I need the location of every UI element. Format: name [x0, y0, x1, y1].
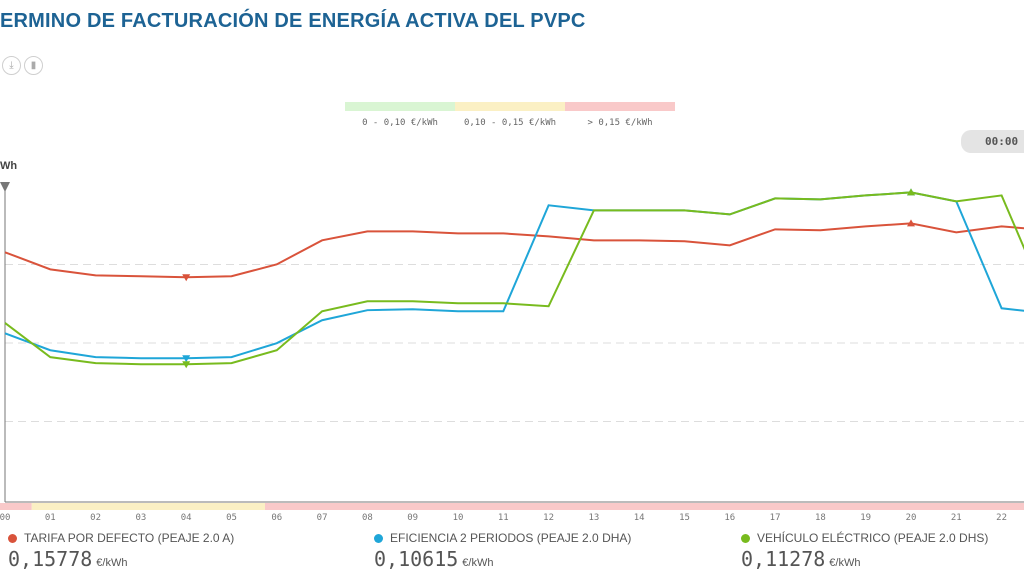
x-tick-label: 00 [0, 513, 10, 523]
legend-value: 0,10615 [374, 547, 459, 571]
series-line [4, 222, 1024, 279]
legend-item-tarifa: TARIFA POR DEFECTO (PEAJE 2.0 A) 0,15778… [8, 531, 234, 571]
x-tick-label: 22 [996, 513, 1007, 523]
price-scale-label: 0 - 0,10 €/kWh [362, 118, 438, 128]
series-dot [741, 533, 750, 543]
x-tick-label: 05 [226, 513, 237, 523]
price-scale-bar [345, 102, 455, 111]
min-marker-icon [182, 355, 191, 363]
legend-item-vehiculo: VEHÍCULO ELÉCTRICO (PEAJE 2.0 DHS) 0,112… [741, 531, 988, 571]
x-tick-label: 13 [588, 513, 599, 523]
x-tick-label: 03 [135, 513, 146, 523]
y-axis-arrow-icon [0, 182, 10, 192]
x-tick-label: 19 [860, 513, 871, 523]
x-tick-label: 18 [815, 513, 826, 523]
x-tick-label: 06 [271, 513, 282, 523]
x-tick-label: 08 [362, 513, 373, 523]
series-line [4, 191, 1024, 366]
legend-unit: €/kWh [96, 557, 128, 569]
min-marker-icon [182, 274, 191, 282]
series-dot [374, 533, 383, 543]
legend-label: TARIFA POR DEFECTO (PEAJE 2.0 A) [24, 531, 235, 545]
x-tick-label: 12 [543, 513, 554, 523]
period-band [0, 503, 32, 510]
series-line [4, 191, 1024, 360]
x-tick-label: 15 [679, 513, 690, 523]
toolbar: ⤓ ▮ [0, 56, 43, 75]
series-dot [8, 533, 17, 543]
period-band [265, 503, 1024, 510]
x-tick-label: 09 [407, 513, 418, 523]
download-icon[interactable]: ⤓ [2, 56, 21, 75]
legend-value: 0,11278 [741, 547, 826, 571]
period-band [31, 503, 266, 510]
x-tick-label: 10 [453, 513, 464, 523]
x-tick-label: 20 [906, 513, 917, 523]
time-selector[interactable]: 00:00 [961, 130, 1024, 153]
x-tick-label: 11 [498, 513, 509, 523]
legend-unit: €/kWh [829, 557, 861, 569]
price-scale-bar [565, 102, 675, 111]
price-scale-bar [455, 102, 565, 111]
price-scale-label: 0,10 - 0,15 €/kWh [463, 118, 557, 128]
y-axis-label: Wh [0, 160, 18, 172]
price-chart: 00 01 02 03 04 05 06 07 08 09 10 11 12 13 14 15 16 17 18 19… [0, 182, 1024, 523]
max-marker-icon [907, 219, 915, 227]
legend-label: VEHÍCULO ELÉCTRICO (PEAJE 2.0 DHS) [757, 531, 989, 545]
x-tick-label: 21 [951, 513, 962, 523]
min-marker-icon [182, 361, 191, 369]
x-tick-label: 07 [317, 513, 328, 523]
legend-item-eficiencia: EFICIENCIA 2 PERIODOS (PEAJE 2.0 DHA) 0,… [374, 531, 631, 571]
price-scale-low: 0 - 0,10 €/kWh [345, 102, 455, 128]
price-scale-legend: 0 - 0,10 €/kWh 0,10 - 0,15 €/kWh > 0,15 … [345, 102, 675, 128]
legend-unit: €/kWh [462, 557, 494, 569]
x-tick-label: 17 [770, 513, 781, 523]
legend-label: EFICIENCIA 2 PERIODOS (PEAJE 2.0 DHA) [390, 531, 632, 545]
price-scale-label: > 0,15 €/kWh [587, 118, 653, 128]
max-marker-icon [907, 188, 915, 196]
x-tick-label: 14 [634, 513, 645, 523]
page-title: ERMINO DE FACTURACIÓN DE ENERGÍA ACTIVA … [0, 10, 586, 32]
legend-value: 0,15778 [8, 547, 93, 571]
x-tick-label: 16 [724, 513, 735, 523]
x-tick-label: 01 [45, 513, 56, 523]
x-tick-label: 02 [90, 513, 101, 523]
x-tick-label: 04 [181, 513, 192, 523]
price-scale-high: > 0,15 €/kWh [565, 102, 675, 128]
chart-icon[interactable]: ▮ [24, 56, 43, 75]
price-scale-mid: 0,10 - 0,15 €/kWh [455, 102, 565, 128]
